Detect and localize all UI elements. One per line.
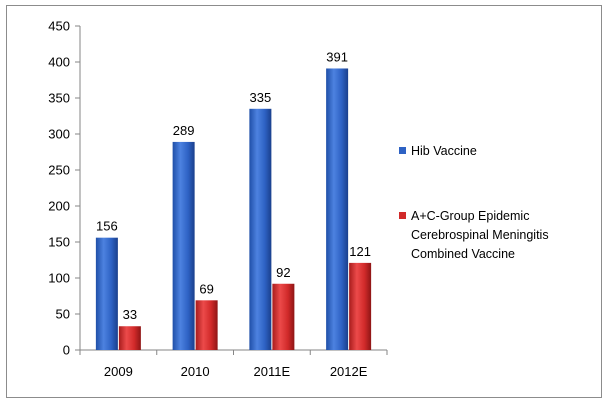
data-label: 92 bbox=[276, 265, 290, 280]
y-tick-label: 100 bbox=[48, 271, 70, 286]
legend-label: Hib Vaccine bbox=[411, 144, 477, 158]
y-tick-label: 400 bbox=[48, 55, 70, 70]
bar-ac-group-2010 bbox=[195, 300, 218, 350]
y-tick-label: 200 bbox=[48, 199, 70, 214]
x-tick-label: 2010 bbox=[181, 364, 210, 379]
data-label: 156 bbox=[96, 219, 118, 234]
y-tick-label: 150 bbox=[48, 235, 70, 250]
bar-hib-2009 bbox=[95, 237, 118, 350]
x-tick-label: 2011E bbox=[254, 364, 291, 379]
y-tick-label: 300 bbox=[48, 127, 70, 142]
bar-hib-2011e bbox=[249, 108, 272, 350]
bar-hib-2010 bbox=[172, 141, 195, 350]
data-label: 335 bbox=[250, 90, 272, 105]
y-tick-label: 450 bbox=[48, 19, 70, 34]
data-label: 121 bbox=[349, 244, 371, 259]
bar-ac-group-2011e bbox=[272, 283, 295, 350]
bar-chart: 0 50 100 150 200 250 300 350 400 450 2009 2010 2011E… bbox=[48, 19, 549, 380]
bar-ac-group-2009 bbox=[118, 326, 141, 350]
y-tick-label: 350 bbox=[48, 91, 70, 106]
x-tick-label: 2009 bbox=[104, 364, 133, 379]
x-tick-label: 2012E bbox=[330, 364, 368, 379]
y-tick-label: 0 bbox=[63, 343, 70, 358]
y-tick-label: 50 bbox=[56, 307, 70, 322]
data-label: 69 bbox=[199, 281, 213, 296]
data-label: 289 bbox=[173, 123, 195, 138]
data-label: 33 bbox=[123, 307, 137, 322]
legend-label: A+C-Group Epidemic Cerebrospinal Meningit… bbox=[411, 209, 549, 261]
chart-frame: 0 50 100 150 200 250 300 350 400 450 2009 2010 2011E… bbox=[6, 5, 602, 398]
legend-swatch bbox=[399, 212, 406, 219]
y-tick-label: 250 bbox=[48, 163, 70, 178]
legend-swatch bbox=[399, 147, 406, 154]
data-label: 391 bbox=[326, 49, 348, 64]
bar-ac-group-2012e bbox=[349, 262, 372, 350]
bar-hib-2012e bbox=[326, 68, 349, 351]
